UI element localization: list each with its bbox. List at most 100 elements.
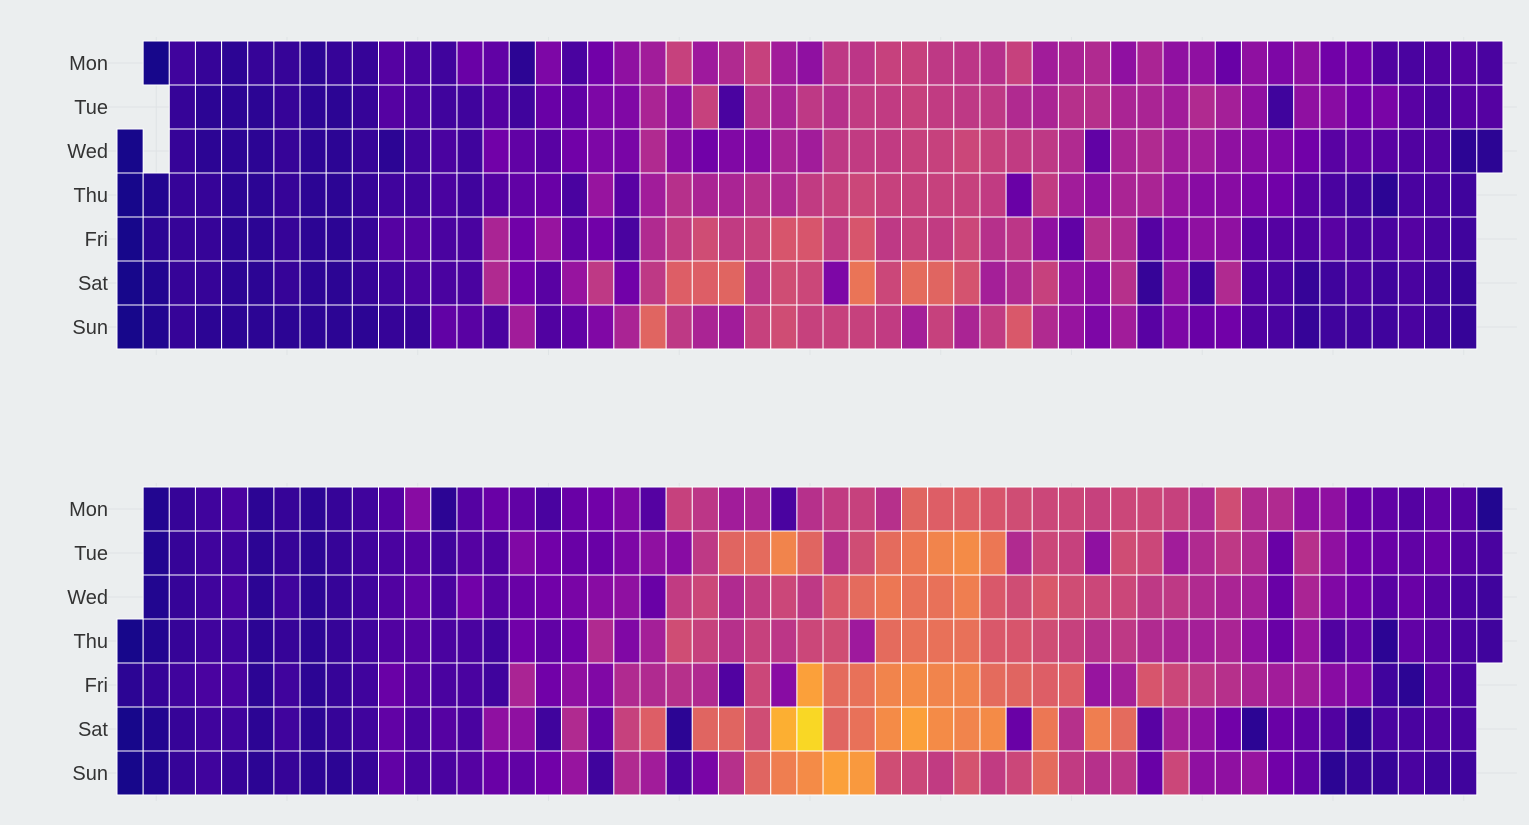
heatmap-cell (613, 750, 641, 796)
heatmap-cell (247, 618, 275, 664)
heatmap-cell (796, 618, 824, 664)
heatmap-cell (456, 128, 484, 174)
heatmap-cell (1214, 706, 1242, 752)
heatmap-cell (1240, 750, 1269, 796)
heatmap-cell (1136, 40, 1164, 86)
heatmap-cell (1345, 304, 1373, 350)
heatmap-cell (1397, 662, 1425, 708)
heatmap-cell (508, 84, 536, 130)
heatmap-cell (1214, 530, 1242, 576)
heatmap-cell (430, 128, 458, 174)
heatmap-cell (613, 574, 641, 620)
heatmap-cell (1057, 530, 1086, 576)
heatmap-cell (874, 486, 902, 532)
heatmap-cell (874, 40, 902, 86)
heatmap-cell (1267, 84, 1295, 130)
heatmap-cell (378, 486, 406, 532)
heatmap-cell (221, 706, 249, 752)
heatmap-cell (194, 486, 223, 532)
heatmap-cell (1214, 662, 1242, 708)
heatmap-cell (456, 40, 484, 86)
heatmap-cell (273, 706, 301, 752)
heatmap-cell (665, 574, 693, 620)
heatmap-cell (247, 172, 275, 218)
heatmap-cell (1162, 750, 1190, 796)
heatmap-cell (1005, 128, 1033, 174)
heatmap-cell (1267, 128, 1295, 174)
heatmap-cell (1005, 706, 1033, 752)
heatmap-cell (1031, 706, 1059, 752)
heatmap-cell (691, 260, 719, 306)
heatmap-cell (1188, 662, 1216, 708)
heatmap-cell (874, 172, 902, 218)
heatmap-cell (168, 304, 196, 350)
heatmap-cell (325, 618, 353, 664)
heatmap-cell (1293, 486, 1321, 532)
heatmap-cell (639, 128, 667, 174)
heatmap-cell (1476, 574, 1504, 620)
heatmap-cell (848, 304, 876, 350)
heatmap-cell (1005, 662, 1033, 708)
heatmap-cell (325, 662, 353, 708)
heatmap-cell (1450, 574, 1478, 620)
heatmap-cell (953, 84, 981, 130)
heatmap-cell (796, 40, 824, 86)
heatmap-cell (1188, 750, 1216, 796)
heatmap-cell (953, 216, 981, 262)
heatmap-cell (404, 750, 432, 796)
heatmap-cell (1240, 304, 1269, 350)
heatmap-cell (561, 706, 589, 752)
heatmap-cell (1424, 84, 1452, 130)
heatmap-cell (717, 706, 746, 752)
heatmap-cell (273, 750, 301, 796)
heatmap-cell (299, 216, 327, 262)
heatmap-cell (247, 574, 275, 620)
heatmap-cell (378, 260, 406, 306)
heatmap-cell (1397, 486, 1425, 532)
heatmap-cell (1031, 40, 1059, 86)
heatmap-cell (378, 662, 406, 708)
heatmap-cell (979, 574, 1007, 620)
heatmap-cell (221, 172, 249, 218)
heatmap-cell (1424, 40, 1452, 86)
heatmap-cell (979, 216, 1007, 262)
heatmap-cell (273, 304, 301, 350)
heatmap-cell (1136, 260, 1164, 306)
heatmap-cell (874, 706, 902, 752)
heatmap-cell (613, 128, 641, 174)
row-label-tue: Tue (74, 97, 108, 119)
heatmap-cell (901, 260, 929, 306)
heatmap-cell (717, 216, 746, 262)
heatmap-cell (1057, 574, 1086, 620)
heatmap-cell (482, 260, 510, 306)
heatmap-cell (691, 40, 719, 86)
heatmap-cell (822, 706, 850, 752)
heatmap-cell (221, 40, 249, 86)
heatmap-cell (744, 530, 772, 576)
heatmap-cell (1031, 530, 1059, 576)
heatmap-cell (351, 574, 380, 620)
heatmap-cell (1188, 260, 1216, 306)
heatmap-cell (430, 84, 458, 130)
heatmap-cell (953, 530, 981, 576)
heatmap-cell (299, 662, 327, 708)
heatmap-cell (691, 84, 719, 130)
heatmap-cell (613, 40, 641, 86)
heatmap-cell (901, 216, 929, 262)
heatmap-cell (665, 618, 693, 664)
heatmap-cell (639, 574, 667, 620)
heatmap-cell (874, 750, 902, 796)
heatmap-cell (822, 128, 850, 174)
heatmap-cell (456, 662, 484, 708)
heatmap-cell (1397, 172, 1425, 218)
heatmap-cell (717, 530, 746, 576)
heatmap-cell (194, 304, 223, 350)
heatmap-cell (1345, 128, 1373, 174)
heatmap-cell (927, 662, 955, 708)
heatmap-cell (953, 618, 981, 664)
heatmap-cell (1424, 662, 1452, 708)
heatmap-cell (1345, 574, 1373, 620)
heatmap-cell (901, 172, 929, 218)
heatmap-cell (744, 304, 772, 350)
heatmap-cell (1424, 216, 1452, 262)
